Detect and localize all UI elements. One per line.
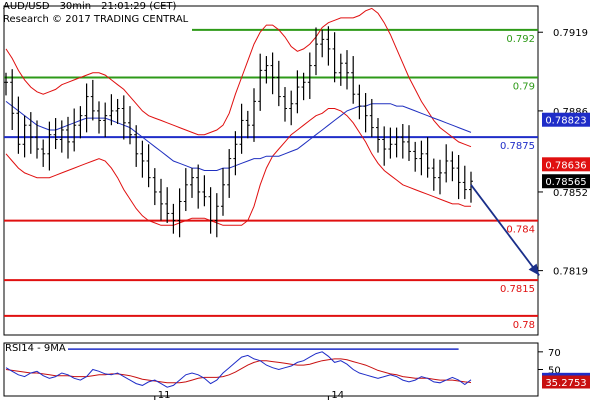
date-axis-label: 11 xyxy=(158,390,171,400)
forecast-arrow-head xyxy=(528,263,540,276)
rsi-ma-line xyxy=(5,358,472,384)
level-label: 0.792 xyxy=(506,34,535,45)
rsi-axis-label: 50 xyxy=(548,366,561,377)
level-label: 0.79 xyxy=(513,82,535,93)
bollinger-upper-band xyxy=(5,7,472,148)
rsi-plot-frame xyxy=(3,342,539,397)
low-marker-label: 0.78636 xyxy=(545,160,586,171)
rsi-ma-value-label-box xyxy=(542,375,590,389)
rsi-line xyxy=(5,351,472,388)
rsi-axis-label: 70 xyxy=(548,348,561,359)
rsi-ma-value-label: 35.2753 xyxy=(545,378,586,389)
price-axis-label: 0.7886 xyxy=(553,107,588,118)
price-axis-label: 0.7852 xyxy=(553,188,588,199)
low-marker-label-box xyxy=(542,157,590,172)
level-label: 0.78 xyxy=(513,320,535,331)
level-label: 0.7815 xyxy=(500,284,535,295)
bollinger-lower-band xyxy=(5,108,471,226)
rsi-title: RSI14 - 9MA xyxy=(5,343,66,354)
chart-copyright: Research © 2017 TRADING CENTRAL xyxy=(3,14,189,25)
main-plot-frame xyxy=(3,5,539,336)
date-axis-label: 14 xyxy=(331,390,344,400)
forecast-arrow-line xyxy=(470,184,540,276)
moving-average-line xyxy=(5,101,472,171)
high-marker-label-box xyxy=(542,112,590,127)
level-label: 0.784 xyxy=(506,225,535,236)
last-price-label: 0.78565 xyxy=(545,177,586,188)
level-label: 0.7875 xyxy=(500,141,535,152)
price-axis-label: 0.7819 xyxy=(553,267,588,278)
high-marker-label: 0.78823 xyxy=(545,116,586,127)
price-axis-label: 0.7919 xyxy=(553,28,588,39)
last-price-label-box xyxy=(542,174,590,189)
